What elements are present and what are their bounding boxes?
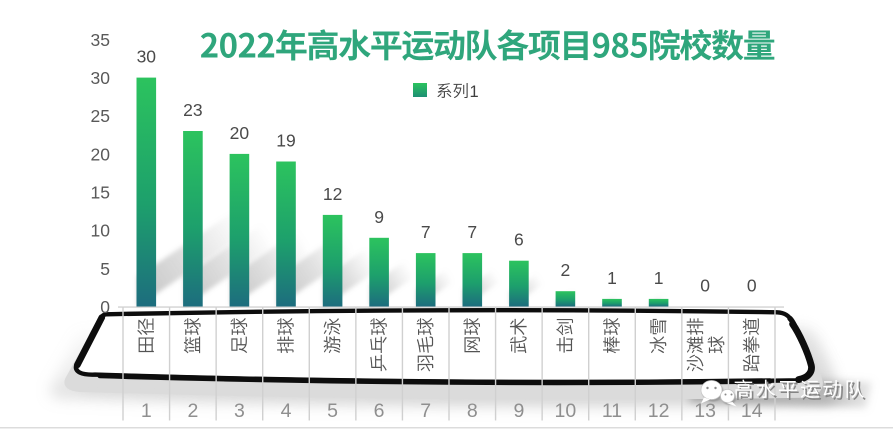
svg-text:10: 10 <box>555 400 577 422</box>
svg-text:9: 9 <box>374 207 384 227</box>
svg-text:1: 1 <box>654 268 664 288</box>
svg-text:3: 3 <box>234 400 245 422</box>
svg-text:12: 12 <box>648 400 670 422</box>
svg-text:7: 7 <box>421 222 431 242</box>
svg-text:19: 19 <box>276 131 295 151</box>
svg-text:9: 9 <box>513 400 524 422</box>
svg-text:7: 7 <box>420 400 431 422</box>
svg-text:14: 14 <box>741 400 763 422</box>
svg-text:11: 11 <box>602 400 622 422</box>
svg-text:13: 13 <box>694 400 716 422</box>
svg-text:15: 15 <box>91 183 110 203</box>
svg-text:1: 1 <box>607 268 617 288</box>
svg-text:2: 2 <box>561 260 571 280</box>
svg-text:2: 2 <box>187 400 198 422</box>
svg-text:1: 1 <box>141 400 152 422</box>
svg-text:12: 12 <box>323 184 342 204</box>
svg-text:0: 0 <box>747 276 757 296</box>
svg-text:0: 0 <box>700 276 710 296</box>
svg-text:5: 5 <box>100 259 110 279</box>
svg-text:30: 30 <box>137 47 157 67</box>
svg-text:5: 5 <box>327 400 338 422</box>
svg-text:7: 7 <box>467 222 477 242</box>
svg-text:6: 6 <box>514 230 524 250</box>
svg-text:0: 0 <box>100 297 110 317</box>
svg-text:4: 4 <box>281 400 292 422</box>
svg-text:8: 8 <box>467 400 478 422</box>
svg-text:20: 20 <box>91 144 111 164</box>
svg-text:35: 35 <box>91 30 110 50</box>
svg-text:20: 20 <box>230 123 250 143</box>
svg-text:23: 23 <box>183 100 202 120</box>
svg-text:25: 25 <box>91 106 110 126</box>
svg-text:10: 10 <box>91 221 111 241</box>
svg-text:6: 6 <box>374 400 385 422</box>
svg-text:1: 1 <box>470 83 479 101</box>
svg-text:30: 30 <box>91 68 111 88</box>
